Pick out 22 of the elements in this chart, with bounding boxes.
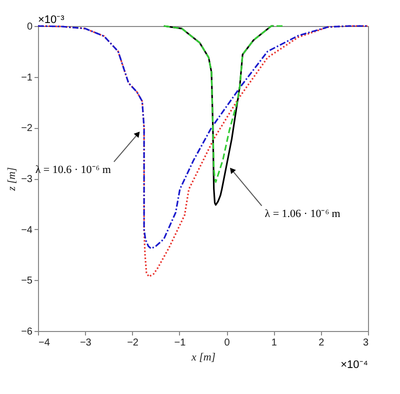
x-tick-label: −1 xyxy=(174,338,186,348)
y-tick-label: 0 xyxy=(26,22,33,32)
y-tick-label: −4 xyxy=(21,224,33,236)
y-tick-label: −2 xyxy=(21,123,33,134)
x-tick-label: −2 xyxy=(127,338,139,348)
y-tick-label: −3 xyxy=(21,174,33,185)
text: ×10⁻⁴ xyxy=(340,359,368,371)
text: ×10⁻³ xyxy=(38,14,65,26)
line-series xyxy=(163,25,284,183)
annotation: λ = 1.06 · 10⁻⁶ m xyxy=(264,208,341,220)
y-tick-label: −5 xyxy=(21,276,33,287)
y-tick-label: −1 xyxy=(21,72,33,84)
x-tick-label: −4 xyxy=(38,338,50,348)
x-axis-title: x [m] xyxy=(190,352,216,364)
y-axis-title: z [m] xyxy=(6,167,18,192)
x-tick-label: 2 xyxy=(318,338,325,348)
x-tick-label: −3 xyxy=(80,338,92,348)
x-tick-label: 1 xyxy=(271,338,278,348)
annotation: λ = 10.6 · 10⁻⁶ m xyxy=(35,164,112,176)
x-tick-label: 0 xyxy=(224,338,230,348)
x-tick-label: 3 xyxy=(362,338,369,348)
y-tick-label: −6 xyxy=(21,326,33,338)
